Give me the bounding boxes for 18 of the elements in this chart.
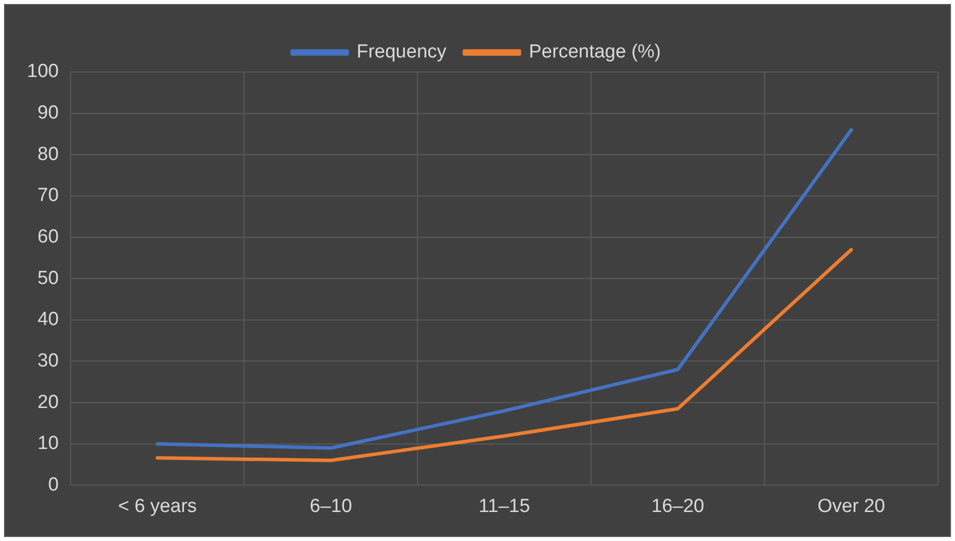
x-tick-label: < 6 years: [118, 496, 197, 517]
x-tick-label: 11–15: [478, 496, 530, 517]
y-tick-label: 20: [38, 392, 59, 413]
y-tick-label: 30: [38, 350, 59, 372]
y-tick-label: 40: [38, 309, 59, 330]
y-tick-label: 0: [48, 474, 59, 496]
x-tick-label: 6–10: [310, 496, 352, 517]
y-tick-label: 10: [38, 433, 59, 454]
y-tick-label: 100: [27, 61, 59, 82]
y-tick-label: 50: [38, 268, 59, 289]
y-tick-label: 80: [38, 144, 59, 165]
y-tick-label: 90: [38, 102, 59, 124]
legend-label: Percentage (%): [528, 42, 661, 63]
x-tick-label: 16–20: [651, 496, 704, 517]
legend-label: Frequency: [356, 42, 447, 63]
y-tick-label: 70: [38, 185, 59, 206]
x-tick-label: Over 20: [817, 496, 886, 517]
y-tick-label: 60: [38, 226, 59, 248]
